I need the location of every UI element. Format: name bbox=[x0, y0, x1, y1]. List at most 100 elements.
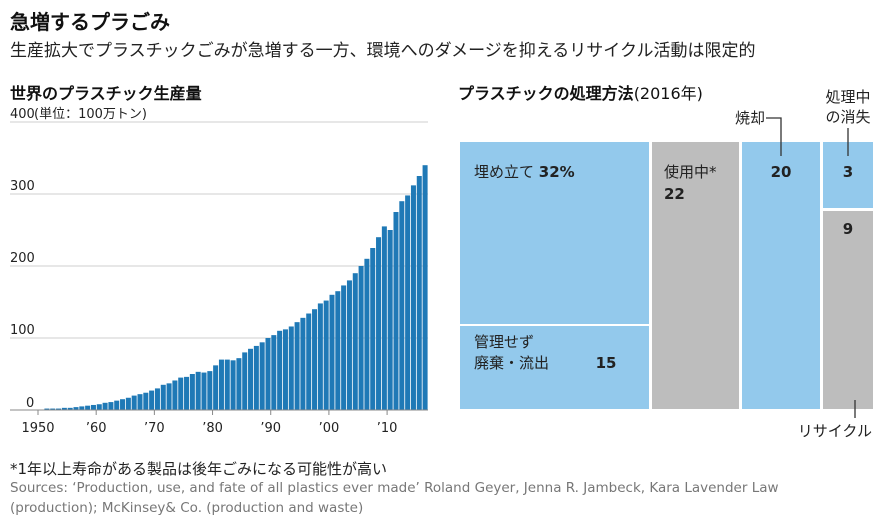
bar-1992 bbox=[288, 326, 294, 410]
bar-1985 bbox=[248, 348, 254, 410]
bar-1965 bbox=[131, 395, 137, 410]
cell-recycling bbox=[823, 211, 873, 409]
bar-2008 bbox=[381, 226, 387, 410]
cell-mismanaged bbox=[460, 326, 649, 409]
bar-1955 bbox=[73, 407, 79, 410]
bar-2011 bbox=[399, 201, 405, 410]
bar-1975 bbox=[189, 374, 195, 410]
bar-1999 bbox=[329, 294, 335, 410]
bar-1986 bbox=[253, 345, 259, 410]
y-tick-label-200: 200 bbox=[10, 251, 35, 266]
bar-1964 bbox=[125, 397, 131, 410]
bar-1991 bbox=[282, 329, 288, 410]
bar-2015 bbox=[422, 165, 428, 410]
x-tick-label-1970: ’70 bbox=[144, 421, 165, 436]
bar-2004 bbox=[358, 266, 364, 410]
bar-marks bbox=[44, 165, 428, 410]
bar-2006 bbox=[370, 248, 376, 410]
bar-1978 bbox=[207, 371, 213, 410]
bar-1954 bbox=[67, 407, 73, 410]
bar-1952 bbox=[56, 408, 62, 410]
bar-1960 bbox=[102, 402, 108, 410]
x-tick-label-2000: ’00 bbox=[319, 421, 340, 436]
label-mismanaged-2: 廃棄・流出 bbox=[474, 354, 549, 372]
bar-1969 bbox=[154, 388, 160, 410]
source-line-1: Sources: ‘Production, use, and fate of a… bbox=[10, 480, 779, 496]
annotation-incineration: 焼却 bbox=[735, 109, 765, 127]
bar-2009 bbox=[387, 230, 393, 410]
bar-2014 bbox=[416, 176, 422, 410]
bar-1977 bbox=[201, 372, 207, 410]
source-line-2: (production); McKinsey& Co. (production … bbox=[10, 500, 364, 516]
bar-1993 bbox=[294, 322, 300, 410]
bar-2007 bbox=[376, 237, 382, 410]
cell-incineration bbox=[742, 142, 820, 409]
cell-landfill bbox=[460, 142, 649, 324]
bar-1974 bbox=[184, 376, 190, 410]
bar-1973 bbox=[178, 377, 184, 410]
footnote: *1年以上寿命がある製品は後年ごみになる可能性が高い bbox=[10, 460, 388, 478]
value-in-use: 22 bbox=[664, 185, 685, 203]
bar-1967 bbox=[143, 392, 149, 410]
bar-1984 bbox=[242, 352, 248, 410]
production-chart-title: 世界のプラスチック生産量 bbox=[10, 84, 202, 103]
treatment-title-text: プラスチックの処理方法 bbox=[458, 84, 634, 103]
x-tick-label-1950: 1950 bbox=[21, 421, 54, 436]
page-subtitle: 生産拡大でプラスチックごみが急増する一方、環境へのダメージを抑えるリサイクル活動… bbox=[10, 41, 756, 61]
value-recycling: 9 bbox=[843, 220, 853, 238]
bar-1966 bbox=[137, 394, 143, 410]
bar-1998 bbox=[323, 300, 329, 410]
bar-1961 bbox=[108, 402, 114, 410]
bar-2012 bbox=[405, 195, 411, 410]
bar-2010 bbox=[393, 212, 399, 410]
x-tick-label-2010: ’10 bbox=[377, 421, 398, 436]
bar-1987 bbox=[259, 342, 265, 410]
bar-1990 bbox=[277, 330, 283, 410]
bar-1953 bbox=[61, 407, 67, 410]
bar-2001 bbox=[341, 285, 347, 410]
annotation-in-process-2: の消失 bbox=[825, 108, 870, 126]
bar-2002 bbox=[346, 280, 352, 410]
x-tick-label-1990: ’90 bbox=[260, 421, 281, 436]
bar-1971 bbox=[166, 383, 172, 410]
bar-1970 bbox=[160, 384, 166, 410]
bar-1976 bbox=[195, 371, 201, 410]
bar-2000 bbox=[335, 291, 341, 410]
bar-1962 bbox=[114, 400, 120, 410]
bar-1996 bbox=[312, 309, 318, 410]
bar-1950 bbox=[44, 408, 50, 410]
value-in-process-loss: 3 bbox=[843, 163, 853, 181]
bar-axis: 300 200 100 0 1950 ’60 ’70 ’80 ’90 ’00 ’10 bbox=[10, 179, 428, 436]
bar-1994 bbox=[300, 317, 306, 410]
bar-1957 bbox=[85, 405, 91, 410]
x-tick-label-1980: ’80 bbox=[202, 421, 223, 436]
cell-in-process-loss bbox=[823, 142, 873, 208]
bar-2013 bbox=[410, 185, 416, 410]
y-unit-label: (単位：100万トン) bbox=[34, 106, 147, 122]
bar-1982 bbox=[230, 360, 236, 410]
bar-1959 bbox=[96, 404, 102, 410]
bar-1989 bbox=[271, 335, 277, 410]
treatment-year-label: (2016年) bbox=[633, 84, 703, 103]
annotation-in-process-1: 処理中 bbox=[825, 88, 870, 106]
bar-1968 bbox=[149, 390, 155, 410]
x-tick-label-1960: ’60 bbox=[86, 421, 107, 436]
bar-1963 bbox=[120, 399, 126, 410]
bar-1956 bbox=[79, 406, 85, 410]
label-in-use: 使用中* bbox=[664, 163, 717, 181]
bar-1983 bbox=[236, 358, 242, 410]
label-mismanaged-1: 管理せず bbox=[474, 333, 534, 351]
bar-1981 bbox=[224, 359, 230, 410]
bar-2003 bbox=[352, 273, 358, 410]
bar-gridlines bbox=[10, 121, 428, 411]
annotation-recycling: リサイクル bbox=[798, 422, 872, 440]
page-title: 急増するプラごみ bbox=[10, 10, 170, 34]
bar-1988 bbox=[265, 338, 271, 410]
value-incineration: 20 bbox=[771, 163, 792, 181]
value-mismanaged: 15 bbox=[596, 354, 617, 372]
y-tick-label-400: 400 bbox=[10, 107, 35, 122]
bar-1979 bbox=[213, 365, 219, 410]
bar-1972 bbox=[172, 380, 178, 410]
